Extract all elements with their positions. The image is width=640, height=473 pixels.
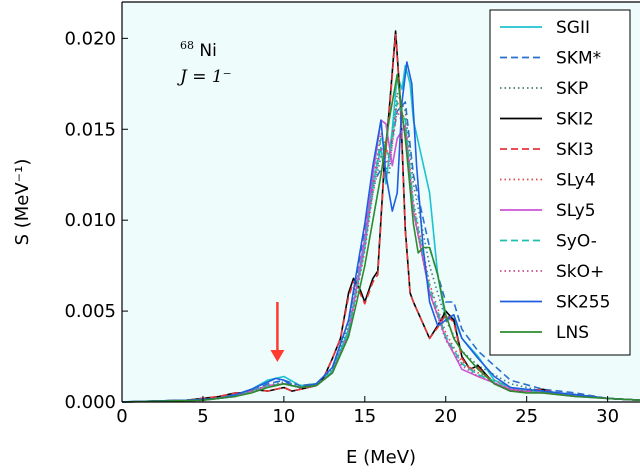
y-tick-label: 0.015 (64, 119, 116, 140)
y-tick-label: 0.000 (64, 392, 116, 413)
series-lines (121, 30, 640, 403)
legend: SGII SKM* SKP SKI2 SKI3 SLy4 SLy5 SyO- SkO+ SK255… (489, 9, 631, 356)
x-ticks: 0 5 10 15 20 25 30 (116, 396, 619, 427)
nucleus-symbol: Ni (199, 41, 216, 61)
svg-text:68 Ni: 68 Ni (180, 34, 217, 61)
x-tick-label: 30 (596, 406, 619, 427)
legend-label: SkO+ (556, 262, 604, 282)
legend-label: SKP (556, 79, 588, 99)
x-tick-label: 25 (515, 406, 538, 427)
arrow-head (270, 350, 285, 362)
x-tick-label: 0 (116, 406, 127, 427)
legend-label: SKI2 (556, 110, 594, 130)
y-tick-label: 0.005 (64, 301, 116, 322)
axes-frame (121, 1, 640, 403)
series-line-sk255 (121, 61, 640, 403)
y-axis-title: S (MeV⁻¹) (12, 159, 33, 246)
series-line-sko- (121, 110, 640, 403)
x-tick-label: 15 (353, 406, 376, 427)
legend-box (489, 9, 631, 356)
x-tick-label: 20 (434, 406, 457, 427)
legend-label: SKM* (556, 49, 601, 69)
x-tick-label: 10 (272, 406, 295, 427)
spin-label: J = 1⁻ (177, 67, 232, 87)
series-line-lns (121, 73, 640, 403)
low-energy-arrow (270, 302, 285, 362)
legend-label: SLy5 (556, 201, 596, 221)
y-tick-label: 0.010 (64, 210, 116, 231)
legend-label: LNS (556, 323, 589, 343)
nucleus-annotation: 68 Ni J = 1⁻ (177, 34, 232, 87)
y-tick-label: 0.020 (64, 28, 116, 49)
x-axis-title: E (MeV) (346, 447, 416, 468)
legend-label: SLy4 (556, 171, 596, 191)
legend-label: SyO- (556, 232, 597, 252)
legend-label: SKI3 (556, 140, 594, 160)
series-line-skp (121, 92, 640, 403)
mass-number: 68 (180, 39, 194, 52)
x-tick-label: 5 (197, 406, 208, 427)
y-ticks: 0.000 0.005 0.010 0.015 0.020 (64, 28, 128, 413)
legend-label: SK255 (556, 293, 610, 313)
legend-label: SGII (556, 18, 590, 38)
